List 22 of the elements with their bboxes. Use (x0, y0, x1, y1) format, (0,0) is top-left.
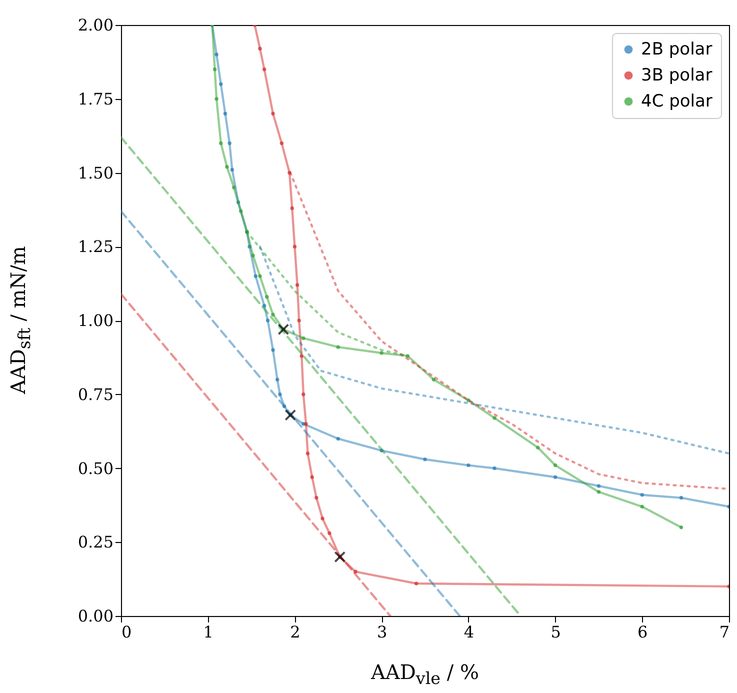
x-tick-label: 7 (719, 622, 730, 642)
y-tick-label: 0.75 (78, 384, 114, 404)
x-tick-label: 4 (464, 622, 474, 642)
line-series (252, 25, 729, 588)
legend-label: 3B polar (641, 66, 712, 86)
y-tick-label: 1.25 (78, 237, 114, 256)
x-tick-label: 3 (376, 622, 388, 642)
legend-label: 4C polar (641, 92, 712, 112)
x-tick-label: 0 (122, 622, 132, 642)
legend-label: 2B polar (641, 40, 712, 60)
x-tick-label: 2 (290, 622, 300, 642)
y-tick-label: 0.50 (78, 458, 114, 478)
x-tick-label: 6 (638, 622, 648, 642)
y-tick-label: 1.50 (78, 163, 114, 182)
y-tick-label: 0.25 (78, 532, 114, 552)
y-tick-label: 0.00 (78, 606, 114, 626)
x-tick-label: 1 (203, 622, 214, 642)
y-tick-label: 1.75 (78, 89, 114, 108)
x-axis-title: AAD$_{vle}$ / % (370, 660, 480, 688)
x-tick-label: 5 (550, 622, 561, 642)
y-tick-label: 2.00 (78, 16, 114, 34)
y-tick-label: 1.00 (78, 311, 114, 330)
